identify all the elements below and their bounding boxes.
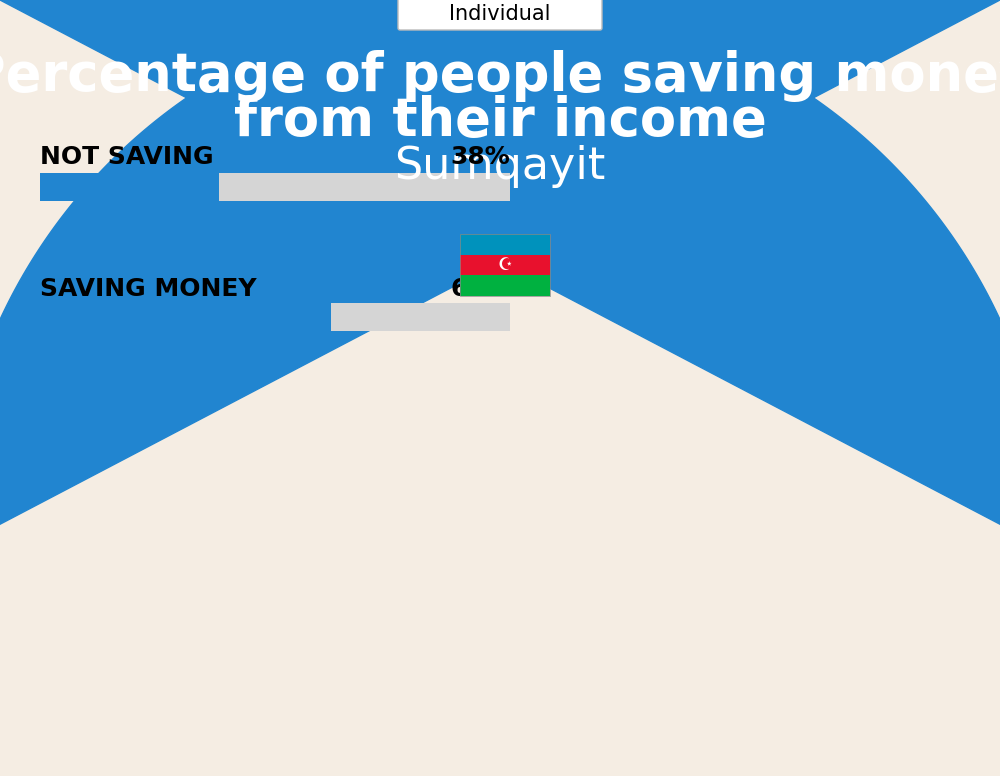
Bar	[40, 303, 331, 331]
Text: ☪: ☪	[498, 256, 512, 274]
FancyBboxPatch shape	[398, 0, 602, 30]
Text: 62%: 62%	[450, 277, 510, 301]
Text: from their income: from their income	[234, 95, 766, 147]
Bar	[460, 275, 550, 296]
Bar	[40, 173, 510, 201]
Text: 38%: 38%	[450, 145, 510, 169]
Text: Percentage of people saving money: Percentage of people saving money	[0, 50, 1000, 102]
Bar	[40, 303, 510, 331]
Text: Individual: Individual	[449, 4, 551, 24]
Text: SAVING MONEY: SAVING MONEY	[40, 277, 257, 301]
Text: NOT SAVING: NOT SAVING	[40, 145, 214, 169]
Bar	[460, 234, 550, 255]
Text: Sumqayit: Sumqayit	[394, 144, 606, 188]
Bar	[460, 234, 550, 296]
Polygon shape	[0, 0, 1000, 551]
Bar	[40, 173, 219, 201]
Bar	[460, 255, 550, 275]
